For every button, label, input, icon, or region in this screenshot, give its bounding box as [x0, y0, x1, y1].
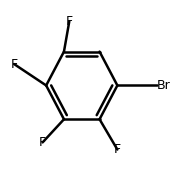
Text: F: F — [39, 136, 46, 149]
Text: F: F — [114, 143, 121, 156]
Text: F: F — [66, 15, 73, 28]
Text: F: F — [11, 57, 18, 71]
Text: Br: Br — [156, 79, 170, 92]
